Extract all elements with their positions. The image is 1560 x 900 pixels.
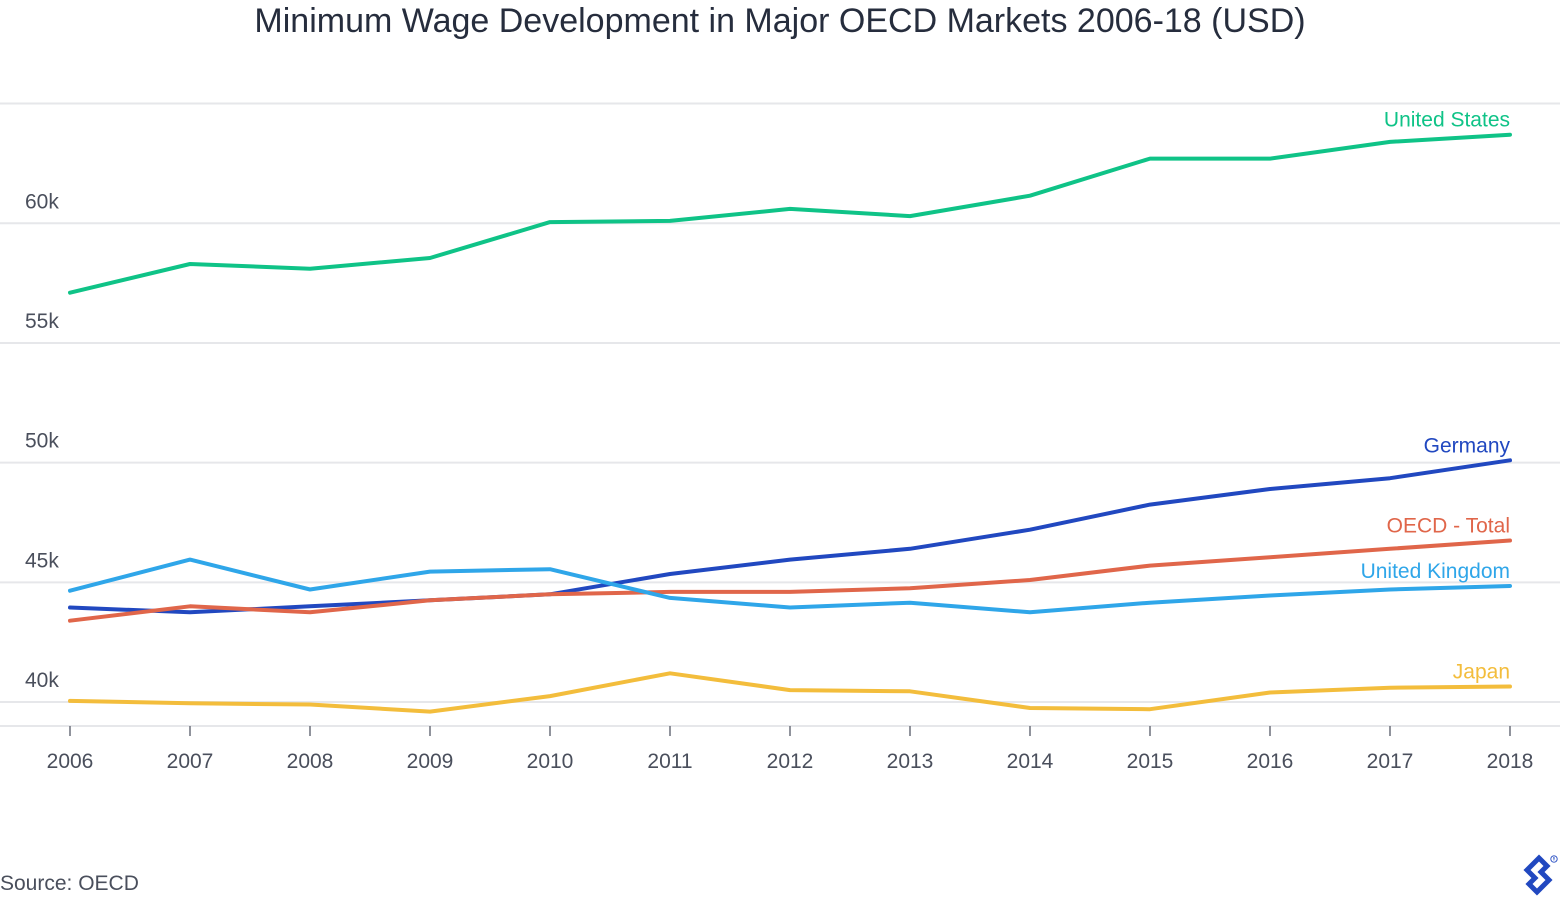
- series-line-japan: [68, 671, 1512, 714]
- chart-title: Minimum Wage Development in Major OECD M…: [254, 2, 1306, 40]
- series-line-oecd-total: [68, 538, 1512, 623]
- grid-lines: [0, 102, 1560, 704]
- x-tick-label: 2015: [1127, 750, 1174, 773]
- y-axis-tick-labels: 40k 45k 50k 55k 60k: [25, 190, 59, 692]
- series-label-germany: Germany: [1424, 434, 1511, 457]
- source-note: Source: OECD: [0, 872, 139, 895]
- series-line-united-kingdom: [68, 557, 1512, 615]
- x-tick-label: 2011: [647, 750, 692, 773]
- x-tick-label: 2006: [47, 750, 94, 773]
- x-tick-label: 2008: [287, 750, 334, 773]
- x-tick-label: 2012: [767, 750, 814, 773]
- x-tick-label: 2009: [407, 750, 454, 773]
- x-tick-label: 2013: [887, 750, 934, 773]
- x-axis: 2006 2007 2008 2009 2010 2011 2012 2013 2014 2015…: [0, 725, 1560, 773]
- y-tick-label: 55k: [25, 310, 59, 333]
- x-tick-label: 2018: [1487, 750, 1534, 773]
- y-tick-label: 45k: [25, 549, 59, 572]
- series-lines: [68, 132, 1512, 714]
- svg-text:R: R: [1553, 857, 1556, 862]
- x-tick-label: 2017: [1367, 750, 1414, 773]
- y-tick-label: 60k: [25, 190, 59, 213]
- x-tick-label: 2016: [1247, 750, 1294, 773]
- x-tick-label: 2014: [1007, 750, 1054, 773]
- series-line-united-states: [68, 132, 1512, 295]
- y-tick-label: 40k: [25, 669, 59, 692]
- series-label-united-states: United States: [1384, 109, 1510, 132]
- series-line-germany: [68, 458, 1512, 615]
- toptal-logo-icon: R: [1523, 854, 1558, 896]
- series-label-oecd-total: OECD - Total: [1387, 514, 1510, 537]
- series-label-japan: Japan: [1453, 660, 1510, 683]
- series-labels: United States Germany OECD - Total United K…: [1361, 109, 1511, 684]
- y-tick-label: 50k: [25, 430, 59, 453]
- series-label-united-kingdom: United Kingdom: [1361, 560, 1510, 583]
- line-chart: 40k 45k 50k 55k 60k 2006 2007 2008 2009 2010 2011…: [0, 102, 1560, 773]
- x-tick-label: 2010: [527, 750, 574, 773]
- x-tick-label: 2007: [167, 750, 214, 773]
